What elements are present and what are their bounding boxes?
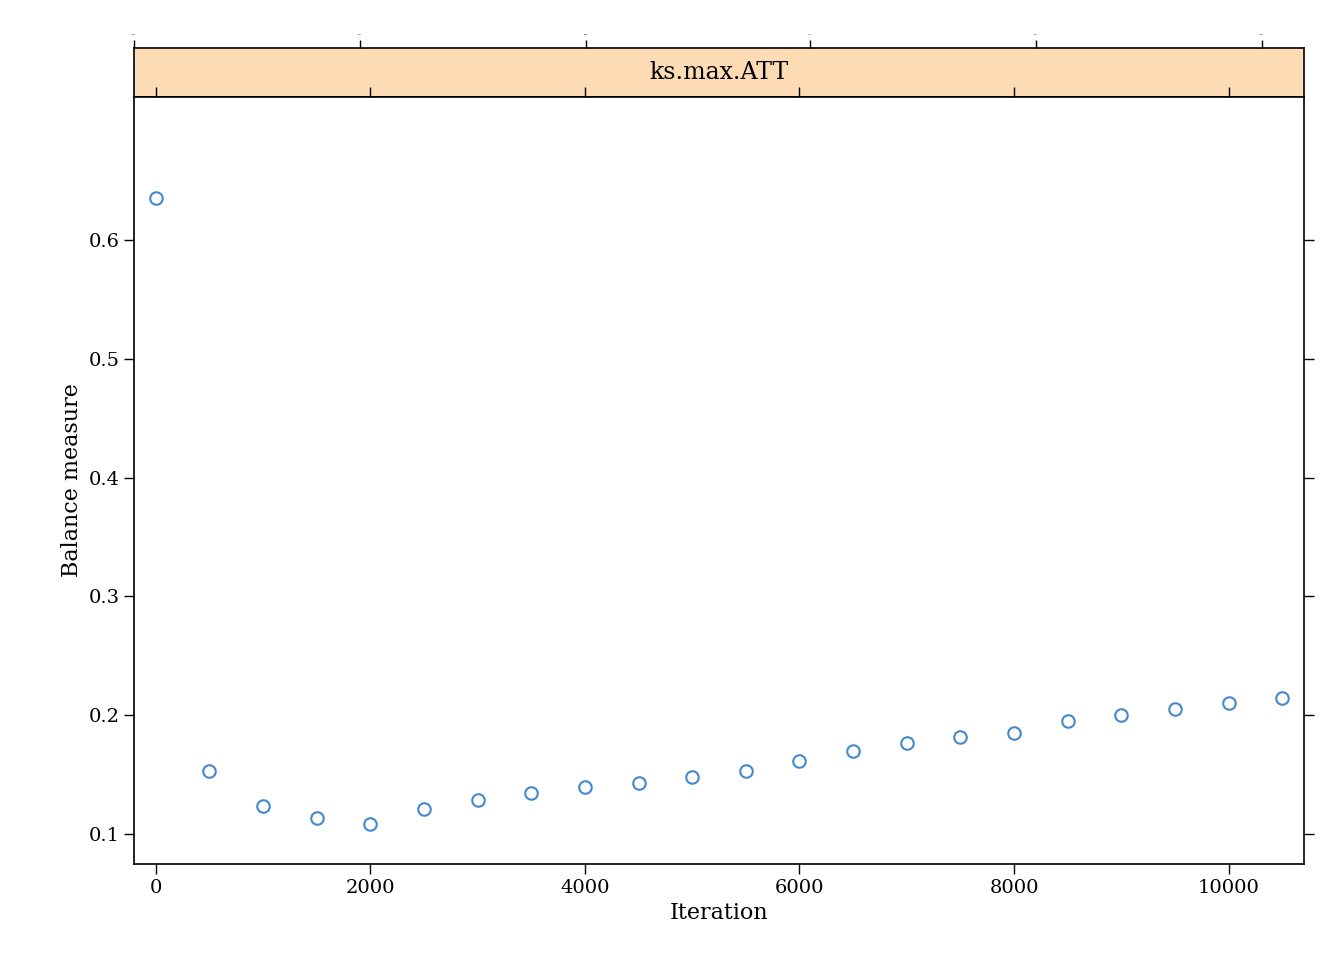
Text: ks.max.ATT: ks.max.ATT bbox=[649, 61, 789, 84]
X-axis label: Iteration: Iteration bbox=[669, 902, 769, 924]
Y-axis label: Balance measure: Balance measure bbox=[60, 384, 83, 577]
